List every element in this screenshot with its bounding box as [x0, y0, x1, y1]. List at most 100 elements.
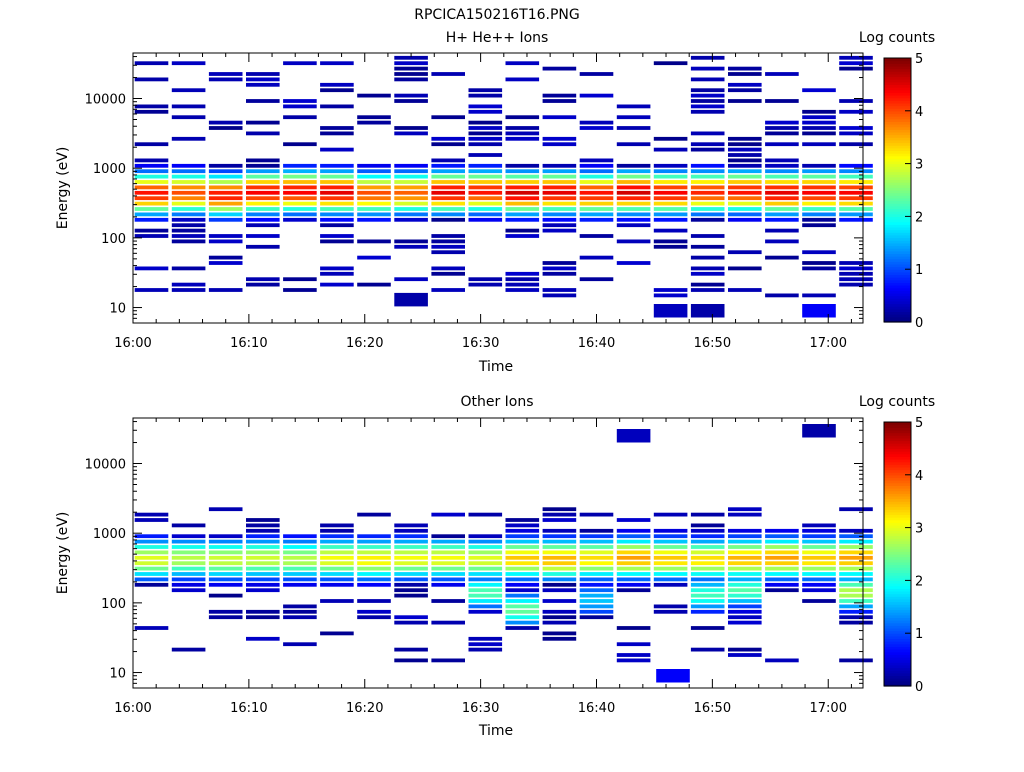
heatmap-cell	[542, 620, 577, 625]
heatmap-cell	[320, 534, 354, 539]
colorbar-segment	[884, 667, 911, 671]
heatmap-cell	[765, 293, 799, 298]
colorbar-segment	[884, 60, 911, 64]
colorbar-segment	[884, 200, 911, 204]
heatmap-cell	[579, 593, 614, 598]
colorbar-segment	[884, 561, 911, 566]
heatmap-cell	[208, 550, 243, 555]
colorbar-segment	[884, 150, 911, 154]
colorbar-segment	[884, 316, 911, 320]
heatmap-cell	[690, 99, 725, 103]
colorbar-label: Log counts	[859, 30, 935, 46]
heatmap-cell	[542, 550, 577, 555]
heatmap-cell	[283, 582, 317, 587]
heatmap-cell	[765, 99, 799, 103]
colorbar-tick-label: 3	[915, 158, 923, 173]
heatmap-cell	[690, 539, 725, 544]
colorbar-segment	[884, 248, 911, 252]
heatmap-cell	[468, 109, 503, 114]
colorbar-segment	[884, 662, 911, 666]
heatmap-cell	[320, 523, 354, 528]
heatmap-cell	[171, 561, 206, 566]
heatmap-cell	[171, 217, 206, 222]
colorbar-segment	[884, 511, 911, 515]
heatmap-cell	[690, 282, 725, 287]
heatmap-cell	[134, 534, 169, 539]
x-tick-label: 16:50	[694, 336, 731, 351]
x-tick-label: 16:40	[578, 701, 615, 716]
colorbar-label: Log counts	[859, 394, 935, 410]
heatmap-cell	[505, 577, 540, 582]
heatmap-cell	[431, 555, 465, 560]
colorbar-segment	[884, 683, 911, 687]
colorbar-segment	[884, 519, 911, 523]
colorbar-segment	[884, 205, 911, 210]
heatmap-cell	[802, 212, 836, 217]
heatmap-cell	[839, 190, 873, 195]
heatmap-cell	[616, 642, 651, 647]
heatmap-cell	[728, 66, 762, 71]
heatmap-cell	[579, 180, 614, 184]
colorbar-segment	[884, 192, 911, 196]
heatmap-cell	[431, 620, 465, 625]
heatmap-cell	[690, 180, 725, 184]
heatmap-cell	[765, 582, 799, 587]
heatmap-cell	[320, 104, 354, 109]
heatmap-cell	[431, 512, 465, 517]
heatmap-cell	[505, 77, 540, 82]
heatmap-cell	[839, 163, 873, 168]
colorbar-segment	[884, 89, 911, 93]
heatmap-cell	[579, 158, 614, 163]
heatmap-cell	[505, 201, 540, 206]
heatmap-cell	[134, 142, 169, 147]
colorbar-segment	[884, 94, 911, 99]
colorbar-segment	[884, 567, 911, 571]
heatmap-cell	[431, 136, 465, 141]
heatmap-cell	[579, 207, 614, 211]
colorbar-segment	[884, 580, 911, 584]
heatmap-cell	[394, 577, 428, 582]
y-tick-label: 10	[109, 302, 126, 317]
y-axis-ticks: 10 100 1000 10000	[85, 56, 863, 324]
heatmap-cell	[468, 104, 503, 109]
heatmap-cell	[616, 545, 651, 549]
heatmap-cell	[394, 244, 428, 249]
heatmap-cell	[542, 555, 577, 560]
heatmap-cell	[765, 572, 799, 576]
heatmap-cell	[468, 131, 503, 136]
heatmap-cell	[802, 261, 836, 265]
heatmap-cell	[171, 180, 206, 184]
heatmap-cell	[728, 190, 762, 195]
heatmap-cell	[505, 604, 540, 609]
colorbar-segment	[884, 308, 911, 313]
colorbar-segment	[884, 606, 911, 611]
colorbar-segment	[884, 440, 911, 444]
heatmap-cell	[653, 528, 688, 533]
colorbar-segment	[884, 63, 911, 67]
heatmap-cell	[839, 282, 873, 287]
colorbar-segment	[884, 569, 911, 574]
heatmap-cell	[579, 609, 614, 614]
heatmap-cell	[728, 561, 762, 566]
heatmap-cell	[171, 523, 206, 528]
heatmap-cell	[134, 572, 169, 576]
heatmap-cell	[802, 201, 836, 206]
panel-title: Other Ions	[460, 394, 533, 410]
heatmap-cell	[542, 201, 577, 206]
heatmap-cell	[394, 615, 428, 620]
heatmap-cell	[579, 577, 614, 582]
heatmap-cell	[246, 77, 280, 82]
colorbar-segment	[884, 295, 911, 299]
heatmap-cell	[728, 174, 762, 179]
heatmap-cell	[246, 615, 280, 620]
heatmap-cell	[468, 120, 503, 125]
x-tick-label: 16:20	[346, 336, 383, 351]
colorbar-segment	[884, 678, 911, 682]
colorbar-segment	[884, 503, 911, 508]
heatmap-cell	[690, 572, 725, 576]
heatmap-cell	[839, 55, 873, 60]
heatmap-cell	[394, 561, 428, 566]
colorbar-segment	[884, 522, 911, 526]
x-tick-label: 16:30	[462, 701, 499, 716]
